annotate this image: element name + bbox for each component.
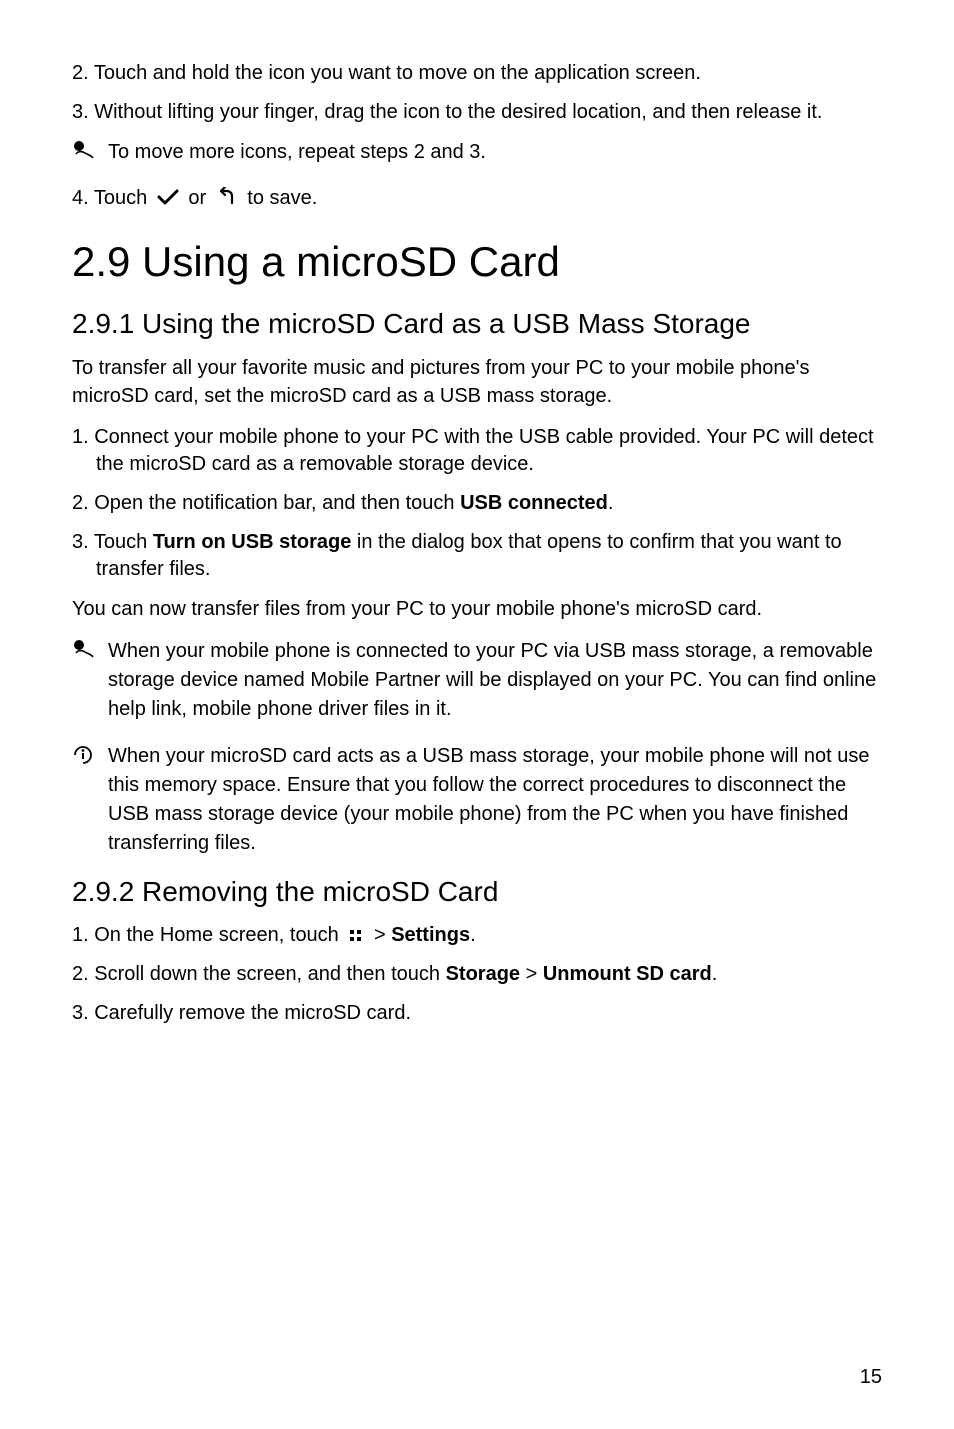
s292-step-3: 3. Carefully remove the microSD card. [72, 1000, 882, 1027]
s292-2-mid: > [520, 963, 543, 985]
hand-icon [72, 140, 94, 162]
s291-2-post: . [608, 492, 614, 514]
step4-post: to save. [247, 187, 317, 209]
s292-2-b2: Unmount SD card [543, 963, 712, 985]
step-3: 3. Without lifting your finger, drag the… [72, 99, 882, 126]
s292-1-pre: 1. On the Home screen, touch [72, 924, 344, 946]
note-mobile-partner: When your mobile phone is connected to y… [72, 637, 882, 724]
s292-step-2: 2. Scroll down the screen, and then touc… [72, 961, 882, 988]
s291-3-bold: Turn on USB storage [153, 531, 352, 553]
s291-step-2: 2. Open the notification bar, and then t… [72, 490, 882, 517]
s292-2-b1: Storage [446, 963, 520, 985]
check-icon [157, 185, 179, 212]
intro-para: To transfer all your favorite music and … [72, 354, 882, 410]
s291-step-1: 1. Connect your mobile phone to your PC … [72, 424, 882, 478]
note-repeat-steps: To move more icons, repeat steps 2 and 3… [72, 138, 882, 167]
s291-3-pre: 3. Touch [72, 531, 153, 553]
warning-usb-storage: When your microSD card acts as a USB mas… [72, 742, 882, 858]
page-number: 15 [860, 1366, 882, 1389]
step4-mid: or [188, 187, 211, 209]
s292-2-pre: 2. Scroll down the screen, and then touc… [72, 963, 446, 985]
section-2-9-2-heading: 2.9.2 Removing the microSD Card [72, 876, 882, 908]
warning-text: When your microSD card acts as a USB mas… [108, 742, 882, 858]
s291-2-bold: USB connected [460, 492, 608, 514]
s291-2-pre: 2. Open the notification bar, and then t… [72, 492, 460, 514]
back-icon [216, 185, 238, 212]
s291-step-1-text: 1. Connect your mobile phone to your PC … [72, 424, 882, 478]
apps-grid-icon [348, 922, 364, 949]
step-4: 4. Touch or to save. [72, 185, 882, 212]
note-text: To move more icons, repeat steps 2 and 3… [108, 138, 882, 167]
s292-1-mid: > [374, 924, 391, 946]
s292-1-post: . [470, 924, 476, 946]
s291-step-3: 3. Touch Turn on USB storage in the dial… [72, 529, 882, 583]
warning-icon [72, 744, 94, 766]
note-text: When your mobile phone is connected to y… [108, 637, 882, 724]
s292-1-bold: Settings [391, 924, 470, 946]
para-transfer: You can now transfer files from your PC … [72, 595, 882, 623]
hand-icon [72, 639, 94, 661]
s292-2-post: . [712, 963, 718, 985]
section-2-9-heading: 2.9 Using a microSD Card [72, 238, 882, 286]
step-2: 2. Touch and hold the icon you want to m… [72, 60, 882, 87]
s292-step-1: 1. On the Home screen, touch > Settings. [72, 922, 882, 949]
step4-pre: 4. Touch [72, 187, 153, 209]
section-2-9-1-heading: 2.9.1 Using the microSD Card as a USB Ma… [72, 308, 882, 340]
